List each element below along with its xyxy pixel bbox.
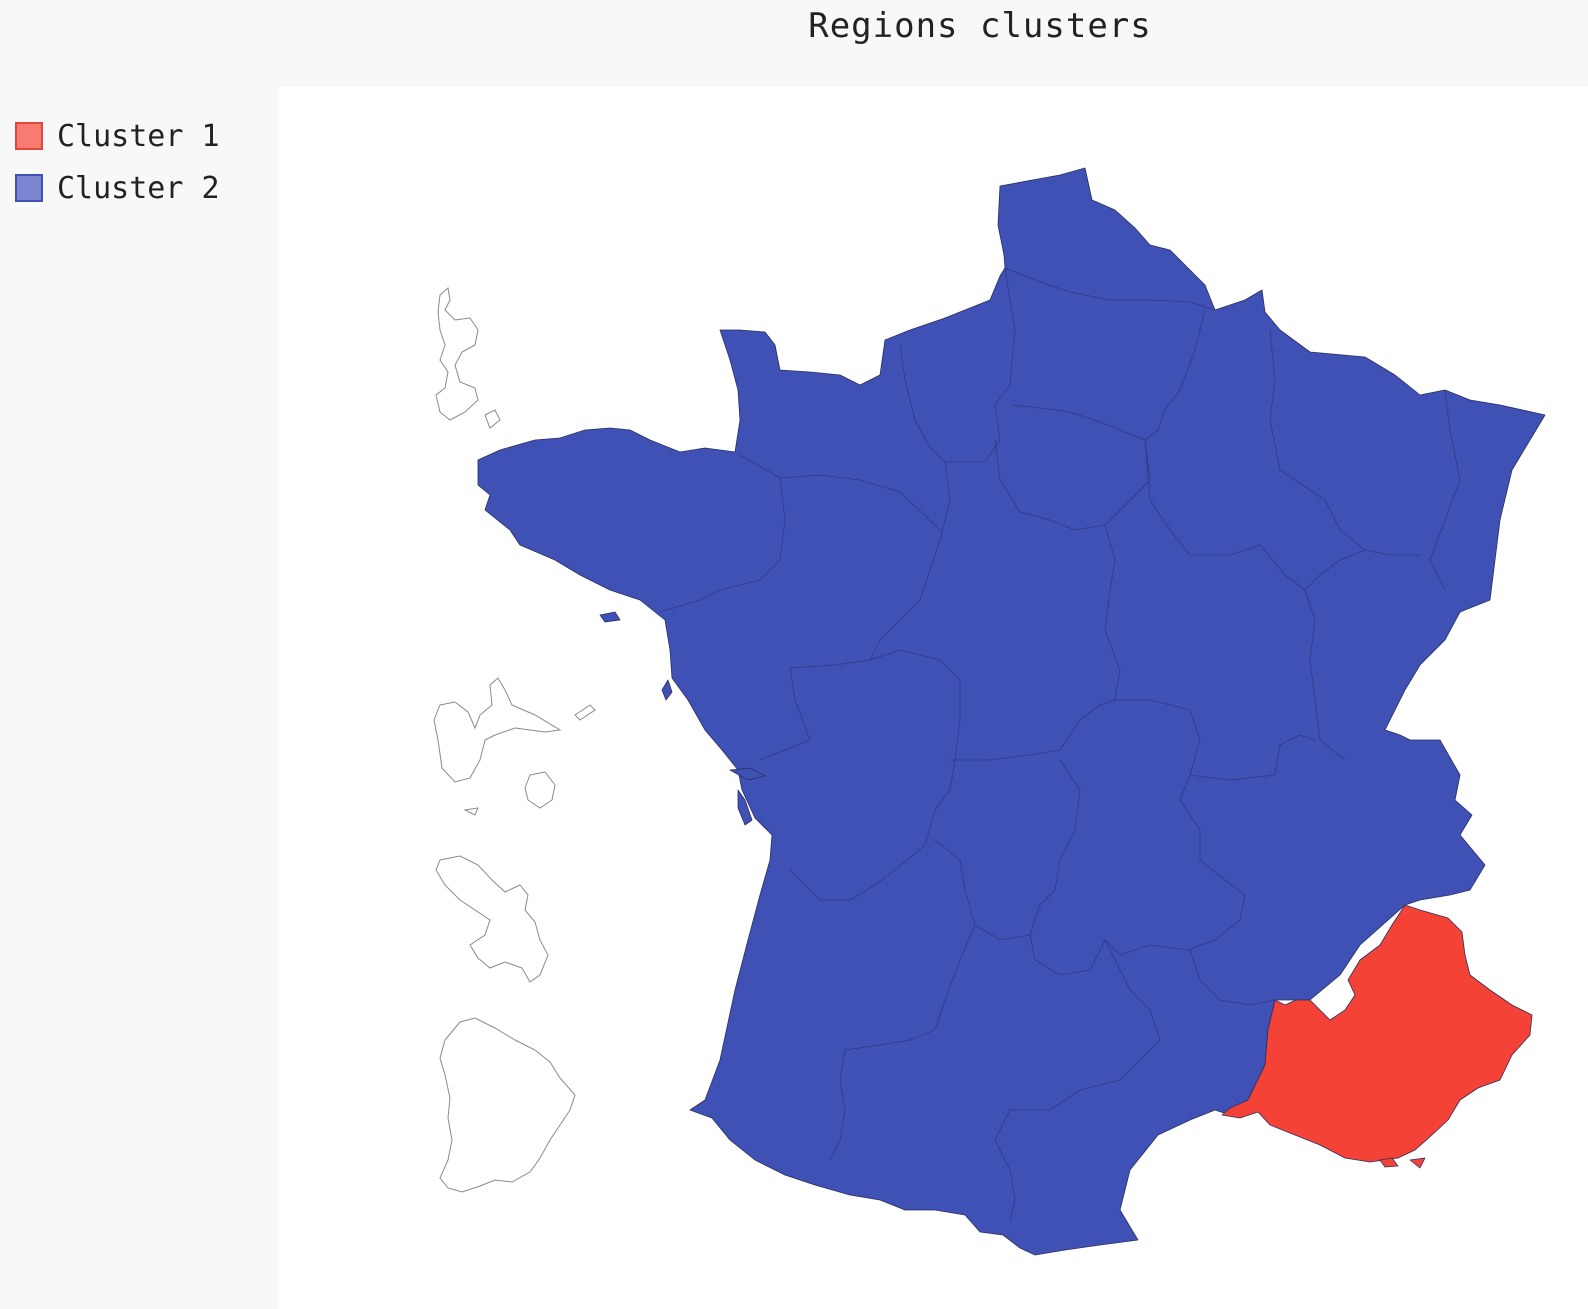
legend-item-cluster-1[interactable]: Cluster 1	[15, 110, 220, 162]
ile-de-re	[729, 767, 766, 781]
map-plot-area	[278, 87, 1588, 1309]
ile-d-oleron	[737, 789, 753, 826]
legend-swatch-cluster-1	[15, 122, 43, 150]
legend-swatch-cluster-2	[15, 174, 43, 202]
mainland-cluster-2[interactable]	[477, 167, 1546, 1256]
guadeloupe-outline	[433, 677, 596, 816]
region-provence-alpes-cote-d-azur[interactable]	[1221, 904, 1533, 1163]
guyane-outline	[439, 1017, 576, 1193]
legend: Cluster 1 Cluster 2	[15, 110, 220, 214]
belle-ile	[599, 611, 621, 623]
legend-label-cluster-1: Cluster 1	[57, 118, 220, 154]
legend-item-cluster-2[interactable]: Cluster 2	[15, 162, 220, 214]
saint-pierre-miquelon-outline	[435, 287, 501, 429]
region-borders	[659, 267, 1461, 1221]
corsica-placeholder-islets	[1379, 1157, 1426, 1169]
map-title: Regions clusters	[808, 6, 1152, 46]
martinique-outline	[435, 855, 549, 983]
legend-label-cluster-2: Cluster 2	[57, 170, 220, 206]
france-map	[433, 167, 1546, 1256]
noirmoutier	[661, 679, 673, 701]
